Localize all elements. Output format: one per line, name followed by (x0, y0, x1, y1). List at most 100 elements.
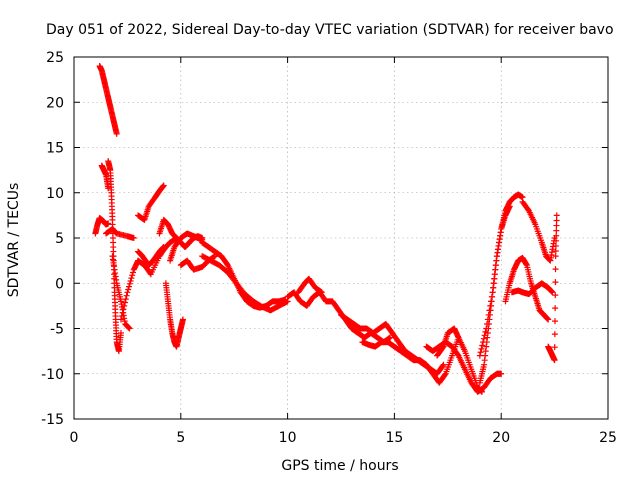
data-point (126, 280, 133, 287)
series-1 (92, 215, 112, 237)
series-2 (96, 63, 120, 137)
series-15 (199, 253, 291, 314)
series-23 (476, 203, 513, 359)
data-point (552, 279, 559, 286)
data-point (160, 182, 167, 189)
data-point (488, 298, 495, 305)
data-point (117, 330, 124, 337)
series-26 (519, 198, 558, 264)
data-point (552, 242, 559, 249)
data-point (439, 362, 446, 369)
data-point (549, 289, 556, 296)
data-point (487, 302, 494, 309)
data-point (160, 244, 167, 251)
data-point (486, 307, 493, 314)
data-point (125, 286, 132, 293)
data-point (552, 305, 559, 312)
plot-frame (73, 56, 609, 420)
data-point (480, 339, 487, 346)
x-axis-label: GPS time / hours (281, 458, 398, 474)
data-point (117, 316, 124, 323)
x-tick-label: 5 (176, 430, 185, 446)
data-point (552, 248, 559, 255)
data-point (120, 306, 127, 313)
data-point (440, 361, 447, 368)
data-point (123, 292, 130, 299)
data-point (553, 237, 560, 244)
data-point (498, 370, 505, 377)
series-16 (284, 289, 394, 346)
x-tick-label: 0 (70, 430, 79, 446)
data-point (118, 313, 125, 320)
series-17 (295, 275, 325, 296)
data-point (441, 371, 448, 378)
y-tick-label: 0 (55, 276, 64, 292)
data-point (113, 130, 120, 137)
chart-data-points (92, 63, 560, 395)
data-point (484, 316, 491, 323)
data-point (480, 335, 487, 342)
series-3 (98, 162, 112, 192)
data-point (484, 320, 491, 327)
y-tick-label: 20 (46, 95, 64, 111)
y-axis-label: SDTVAR / TECUs (6, 183, 22, 298)
data-point (476, 352, 483, 359)
x-tick-label: 15 (385, 430, 403, 446)
data-point (553, 212, 560, 219)
data-point (129, 272, 136, 279)
data-point (479, 342, 486, 349)
series-8 (135, 182, 167, 223)
series-27 (545, 212, 560, 364)
data-point (478, 388, 485, 395)
chart-grid (74, 57, 608, 419)
series-5 (103, 225, 137, 241)
data-point (551, 331, 558, 338)
data-point (551, 357, 558, 364)
data-point (105, 220, 112, 227)
series-7 (117, 235, 180, 323)
series-10 (156, 216, 206, 251)
data-point (485, 311, 492, 318)
data-point (545, 316, 552, 323)
data-point (506, 203, 513, 210)
data-point (483, 325, 490, 332)
series-24 (502, 254, 552, 323)
data-point (481, 332, 488, 339)
chart-tick-labels: 0 5 10 15 20 25 -15 -10 -5 0 5 10 15 20 25 (41, 50, 617, 446)
data-point (553, 232, 560, 239)
data-point (130, 235, 137, 241)
x-tick-label: 10 (279, 430, 297, 446)
data-point (387, 334, 394, 341)
data-point (124, 289, 131, 296)
data-point (551, 344, 558, 351)
data-point (439, 344, 446, 351)
series-14 (199, 239, 289, 311)
y-tick-label: 25 (46, 50, 64, 66)
y-tick-label: -10 (41, 367, 64, 383)
data-point (121, 302, 128, 309)
y-tick-label: 15 (46, 141, 64, 157)
data-point (105, 185, 112, 192)
data-point (121, 299, 128, 306)
series-25 (508, 280, 556, 298)
data-point (126, 283, 133, 290)
data-point (552, 318, 558, 325)
series-11 (162, 280, 186, 350)
data-point (552, 266, 559, 273)
data-point (119, 309, 126, 316)
data-point (482, 328, 489, 335)
x-tick-label: 25 (599, 430, 617, 446)
x-tick-label: 20 (492, 430, 510, 446)
y-tick-label: -5 (50, 322, 64, 338)
series-21 (434, 325, 485, 395)
data-point (553, 222, 560, 229)
data-point (552, 292, 559, 299)
y-tick-label: -15 (41, 412, 64, 428)
data-point (126, 325, 133, 332)
y-tick-label: 5 (55, 231, 64, 247)
data-point (127, 277, 134, 284)
data-point (477, 349, 484, 356)
data-point (179, 316, 186, 323)
data-point (488, 293, 495, 300)
